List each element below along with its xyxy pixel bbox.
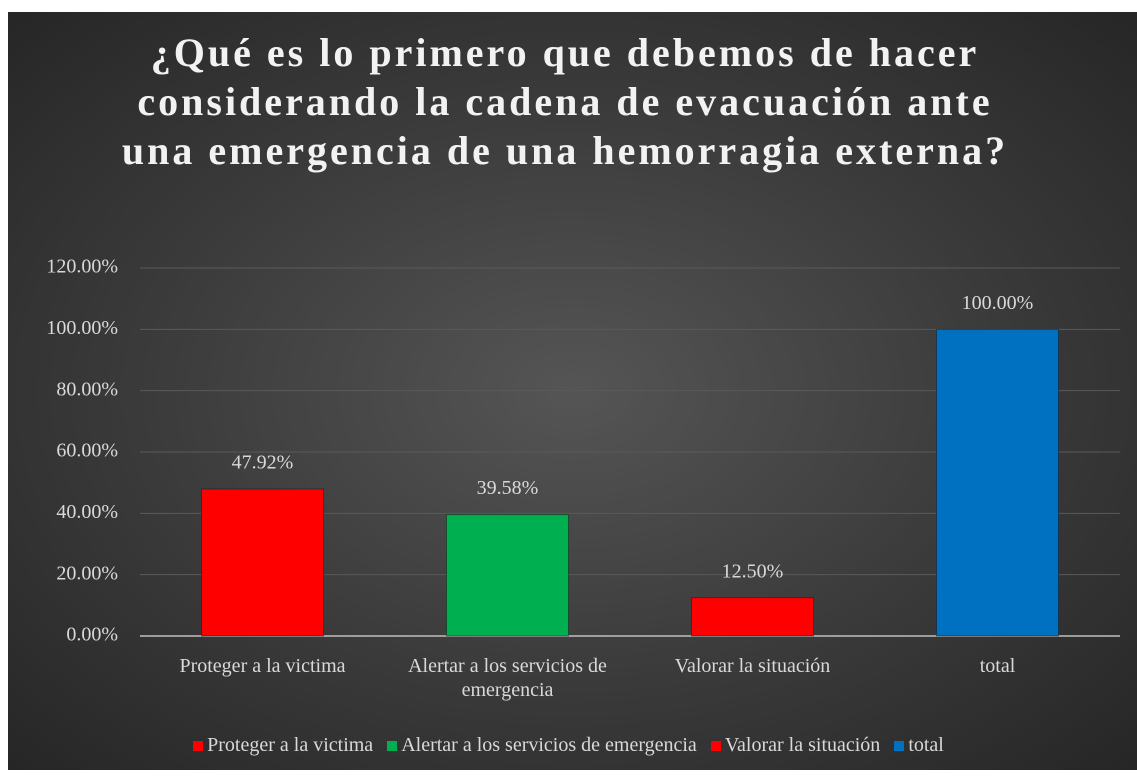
data-label: 12.50% (722, 560, 784, 582)
y-tick-label: 0.00% (66, 624, 118, 646)
data-label: 39.58% (477, 477, 539, 499)
bar (446, 514, 569, 637)
legend: Proteger a la victima Alertar a los servi… (0, 734, 1137, 757)
legend-label: Valorar la situación (724, 734, 881, 756)
bar (936, 328, 1059, 637)
legend-label: total (908, 734, 944, 756)
x-tick-label: total (979, 655, 1016, 677)
chart-title: ¿Qué es lo primero que debemos de hacer … (121, 30, 1009, 173)
x-tick-label: Valorar la situación (674, 655, 831, 677)
legend-swatch (193, 740, 204, 751)
legend-swatch (387, 740, 398, 751)
legend-label: Alertar a los servicios de emergencia (401, 734, 697, 756)
legend-swatch (710, 740, 721, 751)
y-tick-label: 40.00% (56, 501, 118, 523)
legend-label: Proteger a la victima (207, 734, 374, 756)
x-tick-label: Alertar a los servicios de emergencia (408, 655, 607, 701)
y-tick-label: 80.00% (56, 378, 118, 400)
y-tick-label: 20.00% (56, 562, 118, 584)
y-tick-label: 60.00% (56, 440, 118, 462)
legend-item: total (894, 734, 944, 757)
legend-item: Valorar la situación (710, 734, 881, 757)
y-tick-label: 100.00% (46, 317, 118, 339)
data-label: 47.92% (232, 452, 294, 474)
x-tick-label: Proteger a la victima (179, 655, 346, 677)
legend-swatch (894, 740, 905, 751)
legend-item: Proteger a la victima (193, 734, 373, 757)
legend-item: Alertar a los servicios de emergencia (387, 734, 697, 757)
y-tick-label: 120.00% (46, 256, 118, 278)
bar (691, 597, 814, 637)
data-label: 100.00% (962, 292, 1034, 314)
bar (201, 488, 324, 637)
